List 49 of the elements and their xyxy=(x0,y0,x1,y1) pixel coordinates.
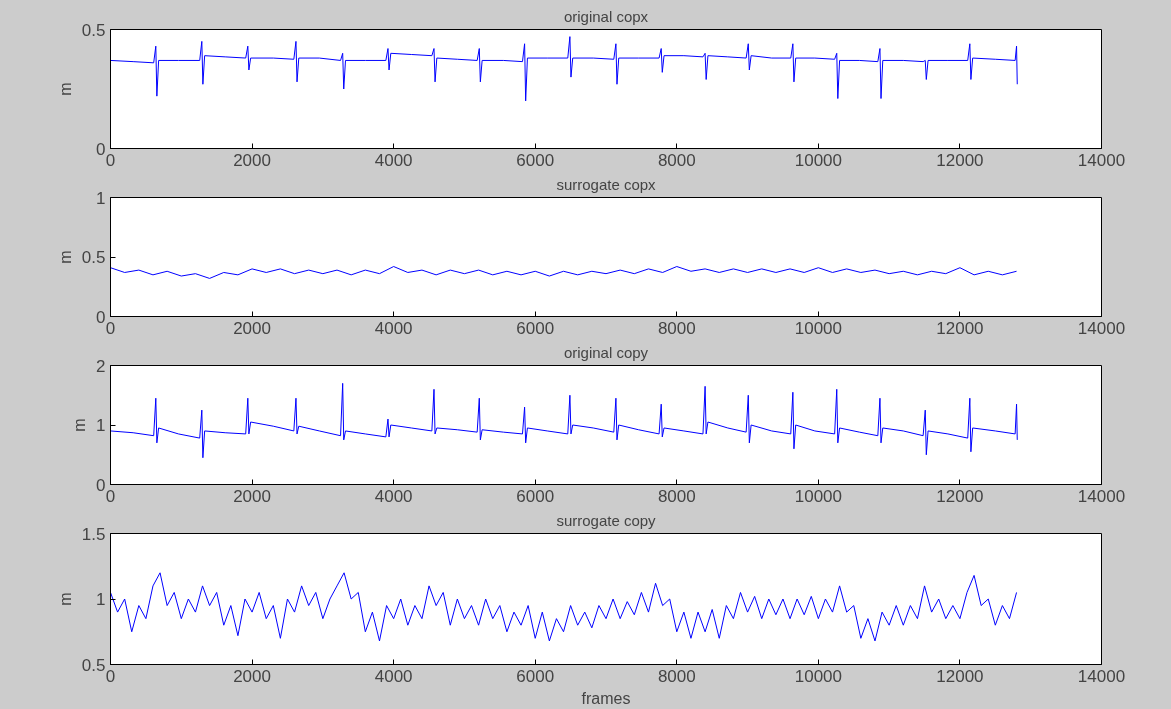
x-tick-label: 8000 xyxy=(657,318,696,338)
x-tick-label: 4000 xyxy=(374,318,413,338)
x-tick-label: 14000 xyxy=(1077,150,1126,170)
chart-title: surrogate copy xyxy=(556,511,657,529)
x-tick-label: 6000 xyxy=(516,150,555,170)
x-tick-label: 2000 xyxy=(233,150,271,170)
x-tick-label: 4000 xyxy=(374,150,413,170)
chart-title: original copy xyxy=(563,343,649,361)
y-tick-label: 1 xyxy=(96,188,106,208)
line-series xyxy=(110,572,1018,642)
x-tick-label: 8000 xyxy=(657,666,696,686)
x-tick-label: 14000 xyxy=(1077,666,1126,686)
y-tick-label: 0.5 xyxy=(81,20,106,40)
x-tick-label: 10000 xyxy=(794,486,842,506)
x-tick-label: 6000 xyxy=(516,486,555,506)
x-tick-label: 2000 xyxy=(233,486,271,506)
x-tick-label: 12000 xyxy=(936,318,984,338)
chart-title: surrogate copx xyxy=(556,175,657,193)
line-series xyxy=(110,266,1018,279)
x-tick-label: 12000 xyxy=(936,150,984,170)
y-tick-label: 0.5 xyxy=(81,655,106,675)
x-tick-label: 10000 xyxy=(794,150,842,170)
line-series xyxy=(110,36,1018,102)
y-axis-title: m xyxy=(56,592,74,606)
x-tick-label: 14000 xyxy=(1077,318,1126,338)
x-tick-label: 6000 xyxy=(516,318,555,338)
x-tick-label: 10000 xyxy=(794,666,842,686)
x-tick-label: 12000 xyxy=(936,486,984,506)
x-tick-label: 12000 xyxy=(936,666,984,686)
x-tick-label: 4000 xyxy=(374,666,413,686)
x-tick-label: 8000 xyxy=(657,486,696,506)
y-axis-title: m xyxy=(71,418,89,432)
x-tick-label: 2000 xyxy=(233,666,271,686)
x-tick-label: 2000 xyxy=(233,318,271,338)
x-axis-title: frames xyxy=(581,689,631,707)
y-tick-label: 1.5 xyxy=(81,524,106,544)
y-tick-label: 0.5 xyxy=(81,248,106,267)
x-tick-label: 4000 xyxy=(374,486,413,506)
y-axis-title: m xyxy=(56,250,74,264)
x-tick-label: 6000 xyxy=(516,666,555,686)
y-tick-label: 1 xyxy=(96,416,106,435)
chart-title: original copx xyxy=(563,7,649,25)
x-tick-label: 10000 xyxy=(794,318,842,338)
x-tick-label: 14000 xyxy=(1077,486,1126,506)
line-series xyxy=(110,382,1018,459)
y-tick-label: 1 xyxy=(96,590,106,609)
y-tick-label: 2 xyxy=(96,356,106,376)
y-axis-title: m xyxy=(56,82,74,96)
x-tick-label: 8000 xyxy=(657,150,696,170)
